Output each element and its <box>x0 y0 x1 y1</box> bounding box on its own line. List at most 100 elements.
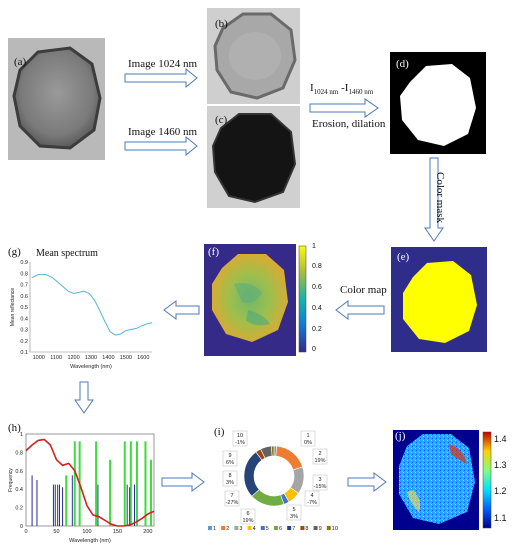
callout-box <box>224 490 240 507</box>
callout-box <box>312 474 328 491</box>
blue-bar <box>126 484 128 526</box>
spectrum-chart: 0.9 0.8 0.7 0.6 0.5 0.4 0.3 0.2 0.1 1000 1100 1200 1… <box>10 260 153 370</box>
callout-category: 8 <box>228 473 231 479</box>
colorbar-j-tick: 1.2 <box>494 486 507 496</box>
x-tick-label: 1300 <box>85 355 97 361</box>
step-color-map: Color map <box>340 284 387 296</box>
green-bar <box>95 441 98 526</box>
panel-f-colormap: (f) 1 0.8 0.6 0.4 0.2 0 <box>204 243 332 356</box>
step-image-1460: Image 1460 nm <box>128 126 198 138</box>
y-tick-label: 0.2 <box>20 339 28 345</box>
arrow-i-to-j <box>347 472 387 492</box>
green-bar <box>109 459 112 526</box>
legend-label: 2 <box>226 526 229 532</box>
legend-label: 3 <box>239 526 242 532</box>
blue-bar <box>59 484 61 526</box>
callout-category: 3 <box>318 477 321 483</box>
panel-e-yellow-mask: (e) <box>391 247 487 352</box>
callout-value: 3% <box>290 514 298 520</box>
panel-g-label: (g) <box>8 246 21 258</box>
x-axis-label: Wavelength (nm) <box>70 364 112 370</box>
panel-h-frequency: (h) 1 0.8 0.6 0.4 0.2 0 0 50 100 150 200 Wavelength… <box>6 420 156 546</box>
x-tick-label: 200 <box>143 529 152 535</box>
green-bar <box>123 441 126 526</box>
colorbar-f-tick: 0.4 <box>312 305 322 312</box>
legend-label: 1 <box>213 526 216 532</box>
green-bar <box>144 441 147 526</box>
x-tick-label: 150 <box>113 529 122 535</box>
panel-d-mask: (d) <box>390 52 486 154</box>
arrow-to-d <box>309 98 379 118</box>
plot-frame <box>25 433 155 527</box>
blue-bar <box>62 487 64 526</box>
blue-bar <box>129 487 131 526</box>
callout-box <box>222 450 238 467</box>
colorbar-f-tick: 0.8 <box>312 263 322 270</box>
arrow-a-to-b <box>124 67 198 89</box>
x-tick-label: 1500 <box>120 355 132 361</box>
red-curve <box>25 438 155 527</box>
callout-value: -27% <box>226 500 239 506</box>
diff-mid: -I <box>338 82 349 94</box>
y-tick-label: 0.3 <box>20 328 28 334</box>
donut-slice <box>275 445 303 471</box>
colorbar-j-ticks: 1.4 1.3 1.2 1.1 <box>494 430 516 530</box>
legend-swatch <box>287 526 292 530</box>
colorbar-f-tick: 0 <box>312 346 316 353</box>
frequency-chart: 1 0.8 0.6 0.4 0.2 00 50 100 150 200 Wavelength (nm… <box>8 432 155 544</box>
y-tick-label: 0.9 <box>20 260 28 266</box>
x-tick-label: 0 <box>24 529 27 535</box>
callout-box <box>300 430 316 447</box>
blue-bar <box>71 475 73 526</box>
legend-label: 5 <box>266 526 269 532</box>
y-tick-label: 0.6 <box>20 294 28 300</box>
step-color-mask: Color mask <box>434 172 446 224</box>
panel-b-image: (b) <box>207 8 300 104</box>
callout-box <box>312 448 328 465</box>
y-tick-label: 0.8 <box>15 450 23 456</box>
step-difference: I1024 nm -I1460 nm <box>310 82 373 96</box>
blue-bar <box>57 484 59 526</box>
y-tick-label: 1 <box>20 432 23 438</box>
callout-value: 6% <box>226 460 234 466</box>
legend-label: 10 <box>332 526 338 532</box>
legend-swatch <box>274 526 278 530</box>
panel-a-label: (a) <box>14 56 27 68</box>
callout-value: 3% <box>226 480 234 486</box>
colorbar-f-ticks: 1 0.8 0.6 0.4 0.2 0 <box>312 243 332 356</box>
donut-chart: 10%219%3-15%4-7%53%619%7-27%83%96%10-1%1… <box>208 430 338 532</box>
legend-swatch <box>208 526 212 530</box>
y-tick-label: 0.7 <box>20 283 28 289</box>
legend-label: 6 <box>279 526 282 532</box>
arrow-h-to-i <box>161 472 205 492</box>
mean-spectrum-line <box>31 273 153 336</box>
callout-box <box>286 504 302 521</box>
legend-swatch <box>313 526 318 530</box>
callout-box <box>232 430 248 447</box>
callout-category: 9 <box>228 453 231 459</box>
panel-j-heatmap: (j) 1.4 1.3 1.2 1.1 <box>393 430 515 530</box>
panel-h-label: (h) <box>8 422 21 434</box>
step-erosion: Erosion, dilation <box>312 118 386 130</box>
blue-bar <box>31 475 33 526</box>
y-tick-label: 0.1 <box>20 350 28 356</box>
panel-e-label: (e) <box>397 251 410 263</box>
callout-value: 0% <box>304 440 312 446</box>
panel-j-label: (j) <box>395 430 406 442</box>
donut-slice <box>270 445 275 457</box>
x-tick-label: 1400 <box>102 355 114 361</box>
callout-value: -15% <box>314 484 327 490</box>
callout-category: 5 <box>292 507 295 513</box>
callout-value: -1% <box>235 440 245 446</box>
callout-category: 1 <box>306 433 309 439</box>
y-tick-label: 0.5 <box>20 305 28 311</box>
callout-category: 2 <box>318 451 321 457</box>
arrow-f-to-g <box>163 300 200 320</box>
panel-c-label: (c) <box>215 114 228 126</box>
callout-value: 19% <box>314 458 325 464</box>
y-tick-label: 0.4 <box>20 316 28 322</box>
green-bar <box>129 441 132 526</box>
legend-label: 8 <box>305 526 308 532</box>
diff-sub-1460: 1460 nm <box>348 88 374 97</box>
y-axis-label: Frequency <box>8 468 14 492</box>
